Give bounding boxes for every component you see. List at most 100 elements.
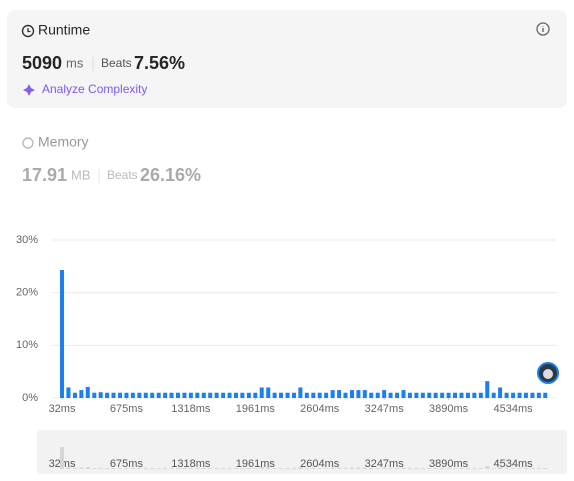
slider-tick-label: 1318ms: [171, 458, 211, 470]
bar: [285, 392, 290, 398]
slider-bar: [311, 468, 316, 469]
slider-bar: [504, 468, 509, 469]
slider-bar: [92, 468, 97, 469]
slider-bar: [163, 468, 168, 469]
slider-bar: [169, 468, 174, 469]
bar: [188, 392, 193, 398]
slider-tick-label: 4534ms: [494, 458, 534, 470]
slider-bar: [60, 447, 65, 469]
slider-bar: [111, 468, 116, 469]
bar: [369, 392, 374, 398]
info-icon[interactable]: [536, 22, 550, 36]
bar: [511, 392, 516, 398]
bar: [233, 392, 238, 398]
runtime-unit: ms: [66, 55, 84, 70]
slider-tick-label: 3890ms: [429, 458, 469, 470]
y-tick-label: 20%: [16, 287, 38, 299]
x-tick-label: 675ms: [110, 403, 144, 415]
bar: [330, 390, 335, 398]
y-tick-label: 30%: [16, 234, 38, 246]
slider-tick-label: 675ms: [110, 458, 144, 470]
memory-title: Memory: [38, 134, 89, 150]
memory-beats-label: Beats: [107, 168, 138, 182]
slider-tick-label: 1961ms: [236, 458, 276, 470]
slider-bar: [337, 467, 342, 469]
runtime-beats-label: Beats: [101, 56, 132, 70]
bar: [504, 392, 509, 398]
bar: [401, 390, 406, 398]
bar: [124, 392, 129, 398]
bar: [266, 387, 271, 398]
x-tick-label: 32ms: [49, 403, 76, 415]
runtime-card: [7, 10, 567, 108]
slider-bar: [440, 468, 445, 469]
x-tick-label: 3247ms: [365, 403, 405, 415]
slider-bar: [375, 468, 380, 469]
slider-bar: [517, 468, 522, 469]
bar: [156, 392, 161, 398]
slider-bar: [272, 468, 277, 469]
bar: [452, 392, 457, 398]
bar: [130, 392, 135, 398]
bar: [311, 392, 316, 398]
slider-bar: [362, 467, 367, 469]
bar: [111, 392, 116, 398]
bar: [246, 392, 251, 398]
slider-bar: [291, 468, 296, 469]
slider-bar: [188, 468, 193, 469]
slider-bar: [427, 468, 432, 469]
slider-bar: [536, 468, 541, 469]
bar: [221, 392, 226, 398]
bar: [433, 392, 438, 398]
x-tick-label: 1318ms: [171, 403, 211, 415]
x-tick-label: 2604ms: [300, 403, 340, 415]
bar: [414, 392, 419, 398]
slider-bar: [388, 468, 393, 469]
bar: [72, 392, 77, 398]
slider-bar: [401, 467, 406, 469]
bar: [395, 392, 400, 398]
bar: [118, 392, 123, 398]
analyze-link[interactable]: Analyze Complexity: [42, 82, 147, 96]
slider-bar: [498, 467, 503, 469]
bar: [279, 392, 284, 398]
x-tick-label: 3890ms: [429, 403, 469, 415]
slider-bar: [459, 468, 464, 469]
bar: [356, 390, 361, 398]
slider-bar: [446, 468, 451, 469]
slider-bar: [259, 467, 264, 469]
slider-bar: [227, 468, 232, 469]
slider-bar: [349, 467, 354, 469]
slider-bar: [208, 468, 213, 469]
clock-hand: [27, 28, 31, 33]
slider-bar: [105, 468, 110, 469]
y-tick-label: 10%: [16, 339, 38, 351]
bar: [523, 392, 528, 398]
bar: [349, 390, 354, 398]
slider-bar: [214, 468, 219, 469]
bar: [195, 392, 200, 398]
slider-bar: [118, 468, 123, 469]
bar: [291, 392, 296, 398]
slider-bar: [465, 468, 470, 469]
runtime-beats: 7.56%: [134, 53, 185, 73]
slider-bar: [472, 468, 477, 469]
slider-bar: [253, 468, 258, 469]
slider-bar: [298, 467, 303, 469]
memory-value: 17.91: [22, 165, 67, 185]
x-tick-label: 1961ms: [236, 403, 276, 415]
slider-bar: [414, 468, 419, 469]
avatar-face: [543, 369, 553, 379]
memory-icon: [22, 137, 34, 149]
slider-bar: [485, 466, 490, 469]
slider-bar: [511, 468, 516, 469]
range-slider[interactable]: [37, 430, 567, 474]
bar: [472, 392, 477, 398]
bar: [543, 392, 548, 398]
bar: [214, 392, 219, 398]
bar: [465, 392, 470, 398]
bar: [272, 392, 277, 398]
bar: [240, 392, 245, 398]
bar: [446, 392, 451, 398]
